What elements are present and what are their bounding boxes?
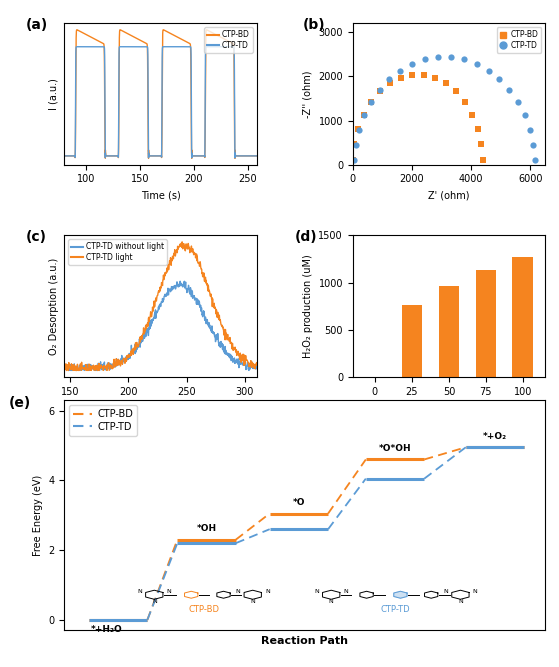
Text: (d): (d) xyxy=(295,230,318,244)
Bar xyxy=(476,270,496,377)
Text: CTP-BD: CTP-BD xyxy=(188,604,219,614)
X-axis label: Z' (ohm): Z' (ohm) xyxy=(428,190,470,200)
Text: N: N xyxy=(473,589,477,594)
Y-axis label: I (a.u.): I (a.u.) xyxy=(49,78,59,110)
X-axis label: Reaction Path: Reaction Path xyxy=(261,636,348,646)
Text: N: N xyxy=(343,589,348,594)
Y-axis label: Free Energy (eV): Free Energy (eV) xyxy=(33,475,42,556)
Text: N: N xyxy=(458,598,463,604)
Text: (e): (e) xyxy=(9,396,31,410)
Text: N: N xyxy=(329,598,334,604)
Legend: CTP-BD, CTP-TD: CTP-BD, CTP-TD xyxy=(69,405,137,436)
Legend: CTP-BD, CTP-TD: CTP-BD, CTP-TD xyxy=(204,27,253,53)
Y-axis label: H₂O₂ production (uM): H₂O₂ production (uM) xyxy=(303,254,313,358)
Text: *O*OH: *O*OH xyxy=(378,444,411,453)
Legend: CTP-BD, CTP-TD: CTP-BD, CTP-TD xyxy=(496,27,541,53)
Text: N: N xyxy=(138,589,142,594)
Y-axis label: O₂ Desorption (a.u.): O₂ Desorption (a.u.) xyxy=(49,257,59,355)
Text: N: N xyxy=(236,589,240,594)
Polygon shape xyxy=(394,591,407,598)
Text: N: N xyxy=(443,589,448,594)
Text: N: N xyxy=(152,598,157,604)
Text: N: N xyxy=(265,589,270,594)
Text: (b): (b) xyxy=(303,18,325,32)
Bar xyxy=(513,257,533,377)
Text: N: N xyxy=(314,589,319,594)
Bar xyxy=(401,305,422,377)
Y-axis label: -Z'' (ohm): -Z'' (ohm) xyxy=(303,70,313,118)
Text: (c): (c) xyxy=(26,230,47,244)
Bar xyxy=(438,286,459,377)
Text: *OH: *OH xyxy=(197,524,217,534)
Text: *O: *O xyxy=(292,498,305,507)
Text: CTP-TD: CTP-TD xyxy=(380,604,410,614)
X-axis label: Time (s): Time (s) xyxy=(140,190,181,200)
X-axis label: H₂O content (%): H₂O content (%) xyxy=(409,402,489,412)
Text: *+O₂: *+O₂ xyxy=(483,432,507,441)
Text: *+H₂O: *+H₂O xyxy=(91,625,122,634)
X-axis label: Temperature (°C): Temperature (°C) xyxy=(119,402,202,412)
Text: N: N xyxy=(250,598,255,604)
Text: N: N xyxy=(167,589,171,594)
Legend: CTP-TD without light, CTP-TD light: CTP-TD without light, CTP-TD light xyxy=(68,239,167,265)
Text: (a): (a) xyxy=(26,18,48,32)
